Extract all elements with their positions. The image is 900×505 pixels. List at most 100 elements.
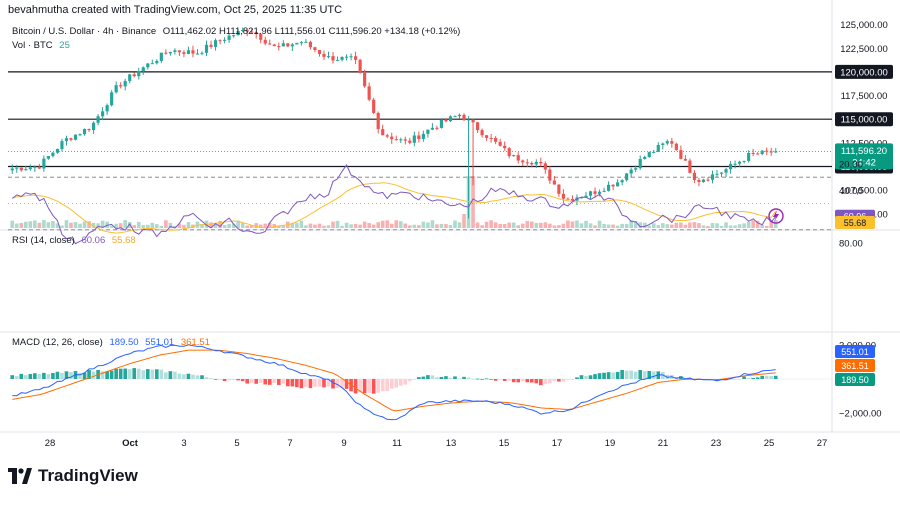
volume-bar [683,224,688,228]
rsi-ma-value: 55.68 [111,235,136,246]
candle-body [485,135,489,138]
volume-bar [186,222,191,228]
macd-histogram-bar [33,373,37,379]
volume-bar [417,225,421,228]
volume-bar [267,222,272,228]
candle-body [674,143,678,151]
rsi-value: 60.06 [81,235,106,246]
macd-histogram-bar [751,377,755,379]
volume-bar [100,220,105,228]
candle-body [552,180,556,185]
candle-body [209,44,213,47]
macd-histogram-bar [760,375,764,379]
volume-bar [733,225,737,228]
volume-bar [73,222,78,228]
macd-axis-label: −2,000.00 [839,409,882,420]
rsi-axis-label: 20.00 [839,160,863,171]
candle-body [566,198,570,200]
macd-histogram-bar [498,379,502,380]
candle-body [123,80,127,87]
candle-body [417,135,421,139]
macd-histogram-bar [254,379,259,384]
macd-histogram-bar [633,371,638,379]
volume-label[interactable]: Vol · BTC [12,40,53,51]
volume-bar [64,220,69,228]
volume-bar [543,222,548,228]
macd-histogram-bar [430,375,435,379]
volume-bar [633,221,638,228]
volume-bar [231,223,236,228]
rsi-label[interactable]: RSI (14, close) [12,235,75,246]
volume-bar [385,220,390,228]
macd-value-tag-text: 551.01 [841,347,869,357]
macd-histogram-bar [507,379,512,381]
macd-histogram-bar [480,379,484,380]
candle-body [634,168,638,170]
candle-body [218,40,222,42]
macd-histogram-bar [403,379,408,385]
macd-histogram-bar [502,379,507,381]
macd-histogram-bar [557,379,561,382]
candle-body [182,52,186,54]
rsi-line [11,164,777,245]
volume-bar [602,223,606,228]
macd-histogram-bar [579,375,584,379]
macd-histogram-bar [444,376,448,379]
macd-histogram-bar [520,379,525,382]
volume-bar [24,221,28,228]
volume-bar [557,225,561,228]
time-axis-label: 28 [45,438,56,449]
candle-body [570,198,575,201]
volume-bar [679,222,683,228]
candle-body [349,56,353,58]
candle-body [155,60,159,64]
macd-value: 189.50 [109,337,139,348]
macd-histogram-bar [200,375,204,379]
volume-bar [317,223,322,228]
bar-countdown: 24:42 [852,157,876,168]
volume-bar [670,224,674,228]
volume-bar [448,225,453,228]
candle-body [697,179,701,182]
main-legend: Bitcoin / U.S. Dollar · 4h · Binance O11… [12,26,460,37]
candle-body [19,167,23,171]
macd-histogram-bar [380,379,385,392]
credit-line: bevahmutha created with TradingView.com,… [8,4,343,16]
macd-histogram-bar [159,369,164,379]
volume-bar [42,220,46,228]
macd-histogram-bar [267,379,272,385]
macd-signal-line [12,349,776,412]
volume-bar [340,225,344,228]
macd-histogram-bar [236,379,240,381]
volume-bar [150,222,155,228]
candle-body [647,152,651,157]
macd-histogram-bar [638,370,643,379]
candle-body [15,167,19,169]
signal-value-tag [835,359,875,372]
candle-body [33,166,37,168]
volume-bar [105,221,109,228]
volume-bar [335,220,340,228]
tradingview-logo[interactable]: TradingView [8,466,138,486]
candle-body [150,63,154,65]
volume-bar [597,220,602,228]
volume-bar [715,223,719,228]
candle-body [503,145,507,149]
candle-body [24,169,28,171]
candle-body [638,158,642,169]
candle-body [313,47,317,51]
volume-bar [724,222,728,228]
price-axis-label: 115,000.00 [841,115,888,126]
candle-body [769,151,773,153]
volume-bar [37,222,42,228]
candle-body [146,63,150,68]
volume-bar [489,220,493,228]
macd-label[interactable]: MACD (12, 26, close) [12,337,103,348]
candle-body [724,169,728,173]
symbol-label[interactable]: Bitcoin / U.S. Dollar · 4h · Binance [12,26,157,37]
macd-histogram-bar [299,379,304,389]
volume-bar [51,221,55,228]
macd-histogram-bar [281,379,286,384]
volume-bar [114,223,118,228]
